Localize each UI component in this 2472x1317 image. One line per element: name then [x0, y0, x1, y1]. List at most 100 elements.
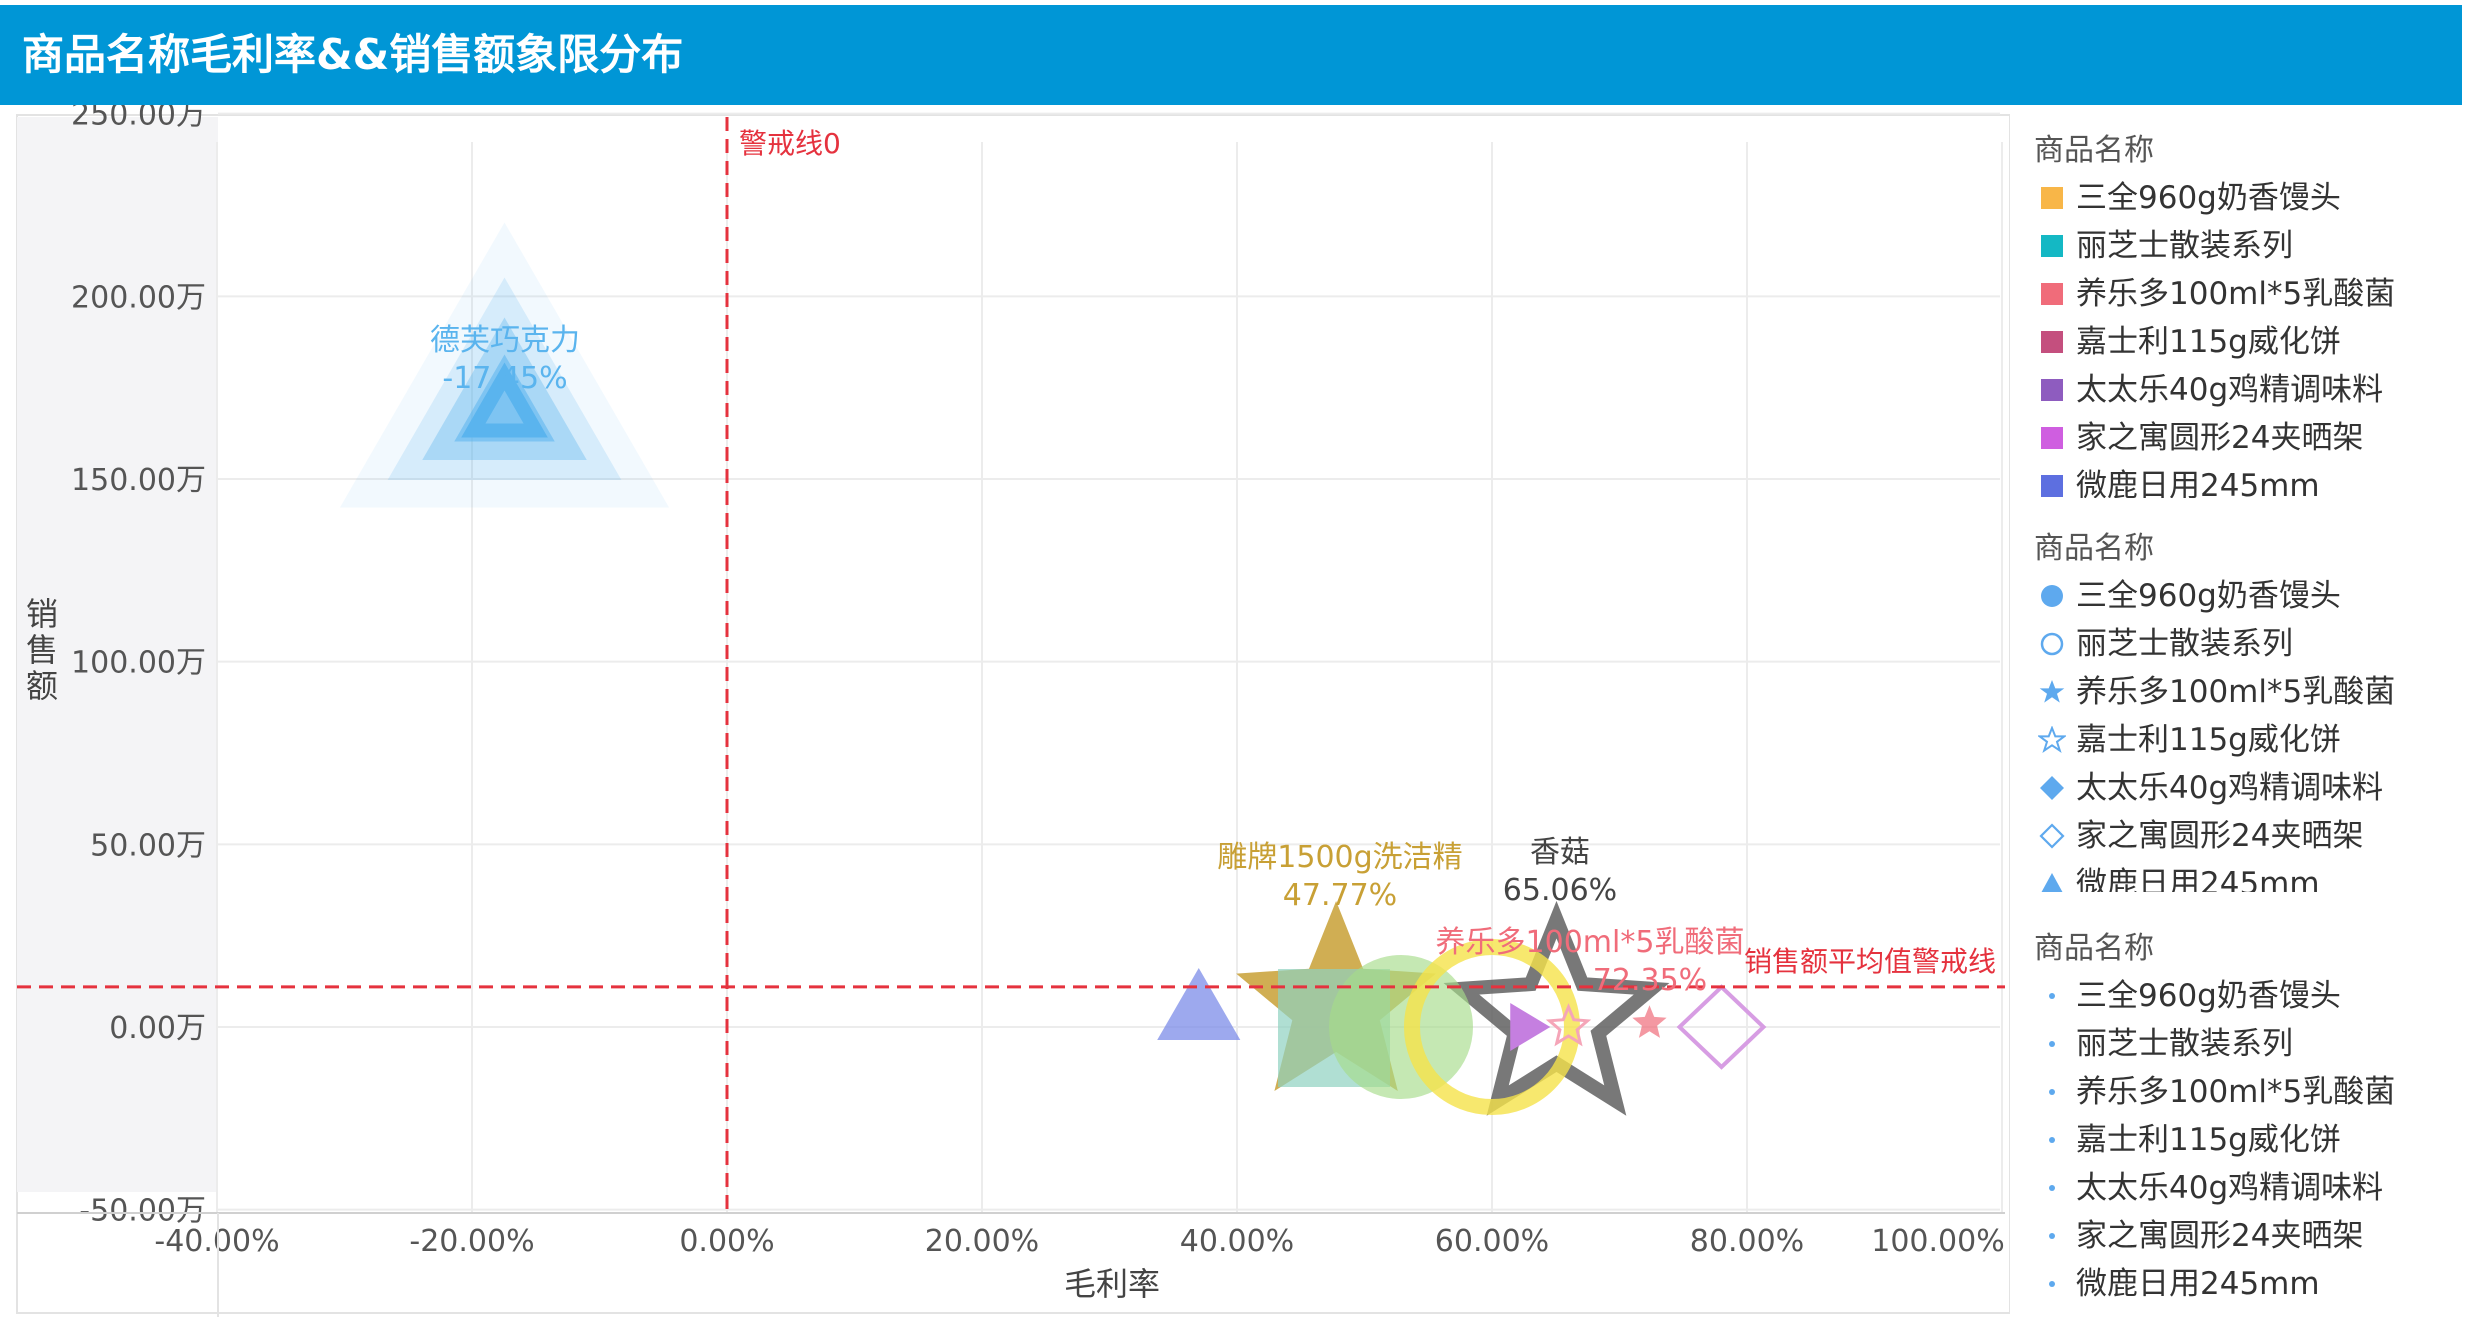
x-axis-title: 毛利率 — [1064, 1265, 1160, 1303]
legend-item[interactable]: 养乐多100ml*5乳酸菌 — [2022, 668, 2462, 716]
legend-shape[interactable]: 商品名称 三全960g奶香馒头 丽芝士散装系列养乐多100ml*5乳酸菌 嘉士利11… — [2022, 526, 2462, 892]
dot-marker-icon — [2032, 1212, 2072, 1260]
legend-item-label: 养乐多100ml*5乳酸菌 — [2076, 1074, 2396, 1110]
x-tick-label: -20.00% — [409, 1224, 534, 1259]
y-tick-label: 50.00万 — [90, 828, 206, 863]
legend-item[interactable]: 三全960g奶香馒头 — [2022, 972, 2462, 1020]
circle-outline-marker-icon — [2032, 620, 2072, 668]
square-marker-icon — [2032, 174, 2072, 222]
legend-item-label: 家之寓圆形24夹晒架 — [2076, 1218, 2364, 1254]
legend-item[interactable]: 微鹿日用245mm — [2022, 860, 2462, 892]
legend-item-label: 嘉士利115g威化饼 — [2076, 722, 2341, 758]
data-point — [1510, 1003, 1551, 1051]
data-label: 德芙巧克力 — [430, 323, 580, 358]
legend-item-label: 丽芝士散装系列 — [2076, 228, 2293, 264]
data-point — [1329, 955, 1473, 1099]
legend-item-label: 三全960g奶香馒头 — [2076, 978, 2341, 1014]
dot-marker-icon — [2032, 1164, 2072, 1212]
legend-item[interactable]: 家之寓圆形24夹晒架 — [2022, 414, 2462, 462]
y-axis-background — [17, 117, 218, 1192]
x-tick-label: 100.00% — [1871, 1224, 2004, 1259]
data-point — [1676, 984, 1767, 1070]
legend-item-label: 家之寓圆形24夹晒架 — [2076, 420, 2364, 456]
circle-marker-icon — [2032, 572, 2072, 620]
data-point — [1404, 939, 1580, 1115]
y-tick-label: 250.00万 — [71, 105, 206, 133]
legend-item[interactable]: 养乐多100ml*5乳酸菌 — [2022, 270, 2462, 318]
legend-title: 商品名称 — [2034, 931, 2154, 966]
y-tick-label: 0.00万 — [109, 1011, 206, 1046]
data-label: 72.35% — [1593, 963, 1707, 998]
legend-item-label: 养乐多100ml*5乳酸菌 — [2076, 674, 2396, 710]
legend-item-label: 太太乐40g鸡精调味料 — [2076, 770, 2384, 806]
legend-item-label: 三全960g奶香馒头 — [2076, 180, 2341, 216]
x-tick-label: 60.00% — [1435, 1224, 1549, 1259]
diamond-marker-icon — [2032, 764, 2072, 812]
legend-item[interactable]: 丽芝士散装系列 — [2022, 1020, 2462, 1068]
dot-marker-icon — [2032, 972, 2072, 1020]
legend-item[interactable]: 丽芝士散装系列 — [2022, 620, 2462, 668]
legend-item-label: 嘉士利115g威化饼 — [2076, 324, 2341, 360]
legend-item[interactable]: 嘉士利115g威化饼 — [2022, 716, 2462, 764]
plot-frame — [16, 114, 2010, 1314]
reference-line-label: 销售额平均值警戒线 — [1744, 945, 1996, 978]
square-marker-icon — [2032, 414, 2072, 462]
data-label: 雕牌1500g洗洁精 — [1217, 840, 1462, 875]
data-label: 养乐多100ml*5乳酸菌 — [1436, 925, 1745, 960]
dot-marker-icon — [2032, 1020, 2072, 1068]
star-outline-marker-icon — [2032, 716, 2072, 764]
legend-item[interactable]: 养乐多100ml*5乳酸菌 — [2022, 1068, 2462, 1116]
scatter-chart: 250.00万 200.00万 150.00万 100.00万 50.00万 0.00万 -… — [16, 105, 2010, 1317]
legend-item[interactable]: 家之寓圆形24夹晒架 — [2022, 1212, 2462, 1260]
dot-marker-icon — [2032, 1260, 2072, 1308]
data-point — [1632, 1005, 1667, 1038]
legend-item[interactable]: 嘉士利115g威化饼 — [2022, 318, 2462, 366]
x-tick-label: 40.00% — [1180, 1224, 1294, 1259]
data-label: -17.45% — [442, 361, 567, 396]
data-point — [1545, 1003, 1592, 1047]
data-label: 65.06% — [1503, 873, 1617, 908]
reference-line-label: 警戒线0 — [739, 127, 841, 160]
legend-title: 商品名称 — [2034, 133, 2154, 168]
legend-size[interactable]: 商品名称 三全960g奶香馒头 丽芝士散装系列养乐多100ml*5乳酸菌 嘉士利11… — [2022, 926, 2462, 1317]
legend-items: 三全960g奶香馒头 丽芝士散装系列养乐多100ml*5乳酸菌 嘉士利115g威化饼… — [2022, 572, 2462, 892]
legend-item-label: 微鹿日用245mm — [2076, 866, 2320, 892]
legend-item-label: 三全960g奶香馒头 — [2076, 578, 2341, 614]
legend-item[interactable]: 太太乐40g鸡精调味料 — [2022, 1164, 2462, 1212]
legend-item[interactable]: 丽芝士散装系列 — [2022, 222, 2462, 270]
x-tick-label: 0.00% — [679, 1224, 774, 1259]
legend-item[interactable]: 家之寓圆形24夹晒架 — [2022, 812, 2462, 860]
legend-item-label: 微鹿日用245mm — [2076, 468, 2320, 498]
y-tick-label: 200.00万 — [71, 280, 206, 315]
data-point — [1157, 968, 1241, 1041]
data-label: 香菇 — [1530, 835, 1590, 870]
legend-item[interactable]: 太太乐40g鸡精调味料 — [2022, 366, 2462, 414]
legend-item-label: 微鹿日用245mm — [2076, 1266, 2320, 1302]
data-point — [461, 362, 548, 438]
legend-item-label: 太太乐40g鸡精调味料 — [2076, 372, 2384, 408]
square-marker-icon — [2032, 270, 2072, 318]
star-marker-icon — [2032, 668, 2072, 716]
legend-item[interactable]: 三全960g奶香馒头 — [2022, 572, 2462, 620]
legend-item[interactable]: 嘉士利115g威化饼 — [2022, 1116, 2462, 1164]
legend-item-label: 太太乐40g鸡精调味料 — [2076, 1170, 2384, 1206]
legend-items: 三全960g奶香馒头 丽芝士散装系列养乐多100ml*5乳酸菌 嘉士利115g威化饼… — [2022, 972, 2462, 1308]
y-tick-label: 150.00万 — [71, 463, 206, 498]
x-tick-label: 20.00% — [925, 1224, 1039, 1259]
legend-item[interactable]: 三全960g奶香馒头 — [2022, 174, 2462, 222]
diamond-outline-marker-icon — [2032, 812, 2072, 860]
legend-color[interactable]: 商品名称 三全960g奶香馒头 丽芝士散装系列养乐多100ml*5乳酸菌嘉士利11… — [2022, 128, 2462, 498]
legend-item[interactable]: 微鹿日用245mm — [2022, 1260, 2462, 1308]
dot-marker-icon — [2032, 1116, 2072, 1164]
square-marker-icon — [2032, 222, 2072, 270]
legend-item[interactable]: 微鹿日用245mm — [2022, 462, 2462, 498]
legend-item-label: 丽芝士散装系列 — [2076, 1026, 2293, 1062]
chart-header: 商品名称毛利率&&销售额象限分布 — [0, 5, 2462, 105]
legend-item[interactable]: 太太乐40g鸡精调味料 — [2022, 764, 2462, 812]
triangle-marker-icon — [2032, 860, 2072, 892]
legend-item-label: 丽芝士散装系列 — [2076, 626, 2293, 662]
square-marker-icon — [2032, 366, 2072, 414]
legend-item-label: 嘉士利115g威化饼 — [2076, 1122, 2341, 1158]
legend-title: 商品名称 — [2034, 531, 2154, 566]
legend-item-label: 家之寓圆形24夹晒架 — [2076, 818, 2364, 854]
